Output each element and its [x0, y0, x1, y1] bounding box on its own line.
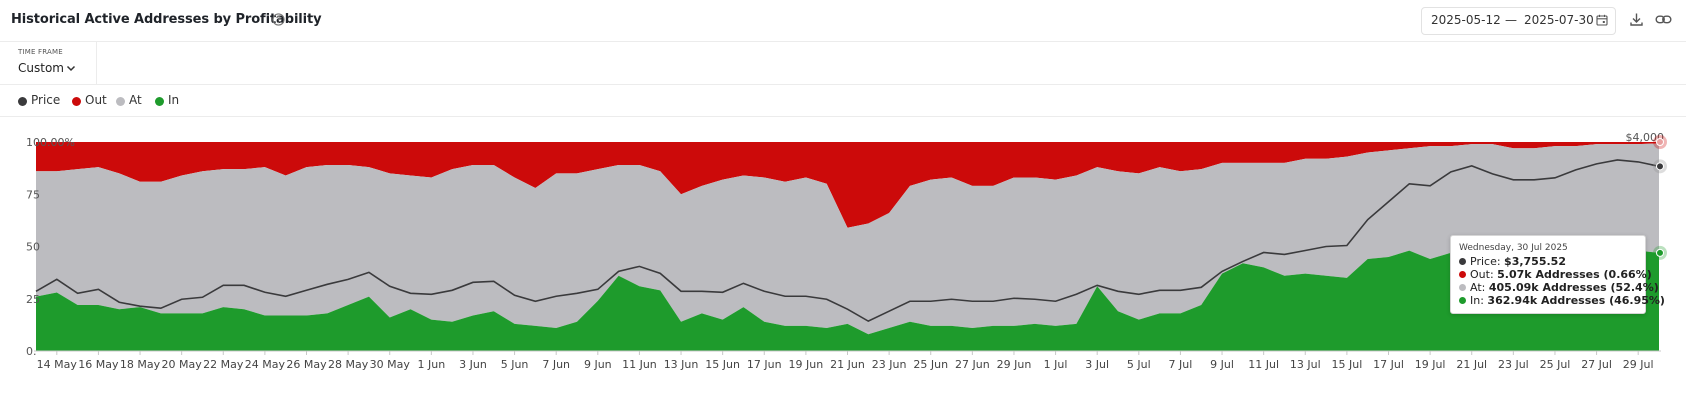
- x-tick-label: 3 Jul: [1085, 358, 1109, 371]
- x-tick-label: 19 Jul: [1415, 358, 1446, 371]
- x-tick-label: 27 Jun: [955, 358, 990, 371]
- x-tick-label: 5 Jul: [1127, 358, 1151, 371]
- x-tick-label: 7 Jun: [542, 358, 570, 371]
- legend-label-price: Price: [31, 93, 61, 107]
- x-tick-label: 23 Jun: [872, 358, 907, 371]
- x-tick-label: 17 Jul: [1373, 358, 1404, 371]
- tooltip-date: Wednesday, 30 Jul 2025: [1459, 243, 1568, 253]
- x-tick-label: 28 May: [328, 358, 369, 371]
- chart-header: Historical Active Addresses by Profitabi…: [0, 0, 1686, 42]
- y-tick-label: 0.: [26, 345, 37, 358]
- x-tick-label: 25 Jun: [913, 358, 948, 371]
- area-at: [36, 143, 1659, 335]
- x-tick-label: 22 May: [203, 358, 244, 371]
- legend-dot-in: [155, 97, 164, 106]
- x-tick-label: 23 Jul: [1498, 358, 1529, 371]
- x-tick-label: 13 Jun: [664, 358, 699, 371]
- x-tick-label: 7 Jul: [1169, 358, 1193, 371]
- x-tick-label: 25 Jul: [1540, 358, 1571, 371]
- legend-dot-out: [72, 97, 81, 106]
- time-frame-value[interactable]: Custom: [18, 61, 64, 75]
- time-frame-selector[interactable]: TIME FRAME Custom: [0, 42, 97, 84]
- x-tick-label: 5 Jun: [501, 358, 529, 371]
- x-tick-label: 17 Jun: [747, 358, 782, 371]
- x-tick-label: 15 Jul: [1332, 358, 1363, 371]
- time-frame-label: TIME FRAME: [18, 48, 63, 56]
- x-tick-label: 30 May: [370, 358, 411, 371]
- tooltip-dot-in: [1459, 297, 1466, 304]
- chart-tooltip: Wednesday, 30 Jul 2025 Price: $3,755.52 …: [1450, 235, 1665, 314]
- download-icon[interactable]: [1629, 12, 1644, 27]
- x-tick-label: 14 May: [37, 358, 78, 371]
- y-right-tick-label: $4,000: [1626, 131, 1665, 144]
- x-tick-label: 9 Jun: [584, 358, 612, 371]
- x-tick-label: 13 Jul: [1290, 358, 1321, 371]
- calendar-icon[interactable]: [1596, 14, 1608, 26]
- x-tick-label: 15 Jun: [705, 358, 740, 371]
- date-range-picker[interactable]: 2025-05-12 — 2025-07-30: [1421, 7, 1616, 35]
- x-tick-label: 21 Jul: [1456, 358, 1487, 371]
- x-tick-label: 21 Jun: [830, 358, 865, 371]
- x-tick-label: 16 May: [78, 358, 119, 371]
- tooltip-dot-at: [1459, 284, 1466, 291]
- legend-label-in: In: [168, 93, 180, 107]
- chart-title: Historical Active Addresses by Profitabi…: [11, 12, 322, 27]
- x-tick-label: 19 Jun: [789, 358, 824, 371]
- help-circle-icon[interactable]: [272, 13, 285, 26]
- area-in: [36, 248, 1659, 351]
- x-tick-label: 1 Jul: [1044, 358, 1068, 371]
- area-out: [36, 142, 1659, 228]
- time-frame-row: TIME FRAME Custom: [0, 42, 1686, 85]
- legend-dot-price: [18, 97, 27, 106]
- legend-label-at: At: [129, 93, 142, 107]
- tooltip-dot-out: [1459, 271, 1466, 278]
- tooltip-label-at: At:: [1470, 281, 1486, 294]
- y-tick-label: 75: [26, 188, 40, 201]
- tooltip-label-price: Price:: [1470, 255, 1501, 268]
- tooltip-value-in: 362.94k Addresses (46.95%): [1487, 294, 1665, 307]
- y-tick-label: 100.00%: [26, 136, 75, 149]
- x-tick-label: 9 Jul: [1210, 358, 1234, 371]
- marker-price: [1656, 162, 1664, 171]
- link-icon[interactable]: [1655, 12, 1672, 27]
- tooltip-value-out: 5.07k Addresses (0.66%): [1497, 268, 1652, 281]
- x-tick-label: 29 Jun: [997, 358, 1032, 371]
- line-price: [35, 159, 1660, 323]
- tooltip-value-price: $3,755.52: [1504, 255, 1566, 268]
- tooltip-dot-price: [1459, 258, 1466, 265]
- x-tick-label: 3 Jun: [459, 358, 487, 371]
- y-tick-label: 50: [26, 241, 40, 254]
- marker-in: [1656, 248, 1664, 257]
- x-tick-label: 24 May: [245, 358, 286, 371]
- chevron-down-icon[interactable]: [66, 65, 76, 72]
- date-separator: —: [1505, 13, 1517, 27]
- x-tick-label: 11 Jul: [1248, 358, 1279, 371]
- marker-out: [1656, 138, 1664, 146]
- y-tick-label: 25: [26, 293, 40, 306]
- legend-label-out: Out: [85, 93, 107, 107]
- x-tick-label: 11 Jun: [622, 358, 657, 371]
- legend: Price Out At In: [0, 85, 1686, 117]
- x-tick-label: 29 Jul: [1623, 358, 1654, 371]
- x-tick-label: 1 Jun: [418, 358, 446, 371]
- date-end[interactable]: 2025-07-30: [1524, 13, 1594, 27]
- x-tick-label: 18 May: [120, 358, 161, 371]
- x-tick-label: 27 Jul: [1581, 358, 1612, 371]
- x-tick-label: 20 May: [162, 358, 203, 371]
- x-tick-label: 26 May: [286, 358, 327, 371]
- tooltip-label-in: In:: [1470, 294, 1484, 307]
- tooltip-label-out: Out:: [1470, 268, 1494, 281]
- tooltip-value-at: 405.09k Addresses (52.4%): [1488, 281, 1659, 294]
- date-start[interactable]: 2025-05-12: [1431, 13, 1501, 27]
- legend-dot-at: [116, 97, 125, 106]
